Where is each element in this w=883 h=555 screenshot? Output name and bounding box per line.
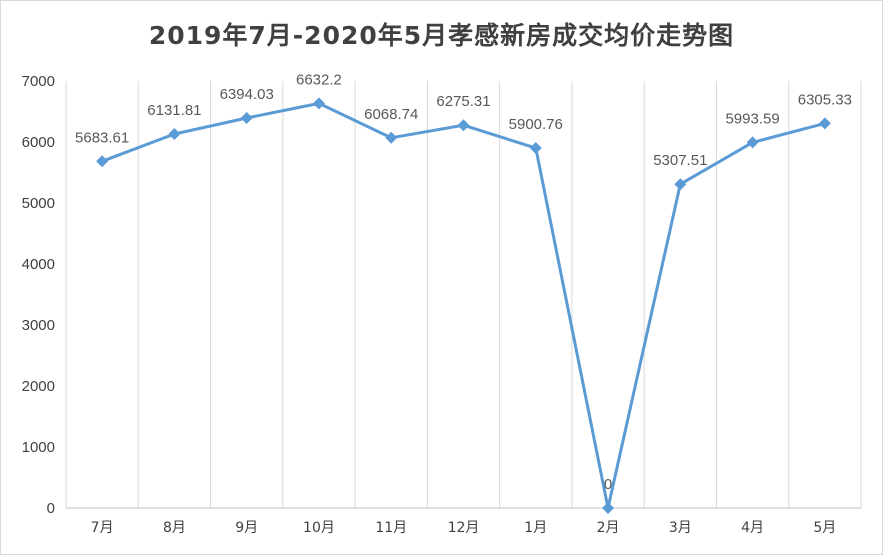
y-tick-label: 7000 <box>22 73 55 90</box>
data-point-marker <box>240 111 253 124</box>
data-point-marker <box>746 136 759 149</box>
data-label: 5900.76 <box>509 116 563 133</box>
x-tick-label: 12月 <box>448 520 480 536</box>
y-tick-label: 4000 <box>22 256 55 273</box>
y-tick-label: 6000 <box>22 134 55 151</box>
x-tick-label: 5月 <box>813 520 836 536</box>
x-tick-label: 11月 <box>375 520 407 536</box>
data-point-marker <box>674 178 687 191</box>
data-point-marker <box>96 155 109 168</box>
data-point-marker <box>457 119 470 132</box>
data-point-marker <box>385 131 398 144</box>
data-label: 6632.2 <box>296 71 342 88</box>
data-label: 6394.03 <box>220 86 274 103</box>
data-point-marker <box>529 142 542 155</box>
data-label: 5307.51 <box>653 152 707 169</box>
x-tick-label: 2月 <box>597 520 620 536</box>
x-tick-label: 9月 <box>235 520 258 536</box>
data-point-marker <box>602 502 615 514</box>
x-tick-label: 3月 <box>669 520 692 536</box>
y-tick-label: 0 <box>47 500 55 517</box>
data-label: 5993.59 <box>725 110 779 127</box>
data-point-marker <box>312 97 325 110</box>
y-tick-label: 5000 <box>22 195 55 212</box>
data-label: 6305.33 <box>798 91 852 108</box>
data-label: 6068.74 <box>364 106 418 123</box>
data-label: 6275.31 <box>436 93 490 110</box>
x-tick-label: 8月 <box>163 520 186 536</box>
x-tick-label: 7月 <box>91 520 114 536</box>
data-label: 0 <box>604 476 612 493</box>
y-tick-label: 2000 <box>22 378 55 395</box>
y-tick-label: 1000 <box>22 439 55 456</box>
data-point-marker <box>818 117 831 130</box>
x-tick-label: 1月 <box>524 520 547 536</box>
data-label: 5683.61 <box>75 129 129 146</box>
data-label: 6131.81 <box>147 102 201 119</box>
y-tick-label: 3000 <box>22 317 55 334</box>
x-tick-label: 4月 <box>741 520 764 536</box>
x-tick-label: 10月 <box>303 520 335 536</box>
chart-title: 2019年7月-2020年5月孝感新房成交均价走势图 <box>148 21 735 50</box>
data-point-marker <box>168 127 181 140</box>
